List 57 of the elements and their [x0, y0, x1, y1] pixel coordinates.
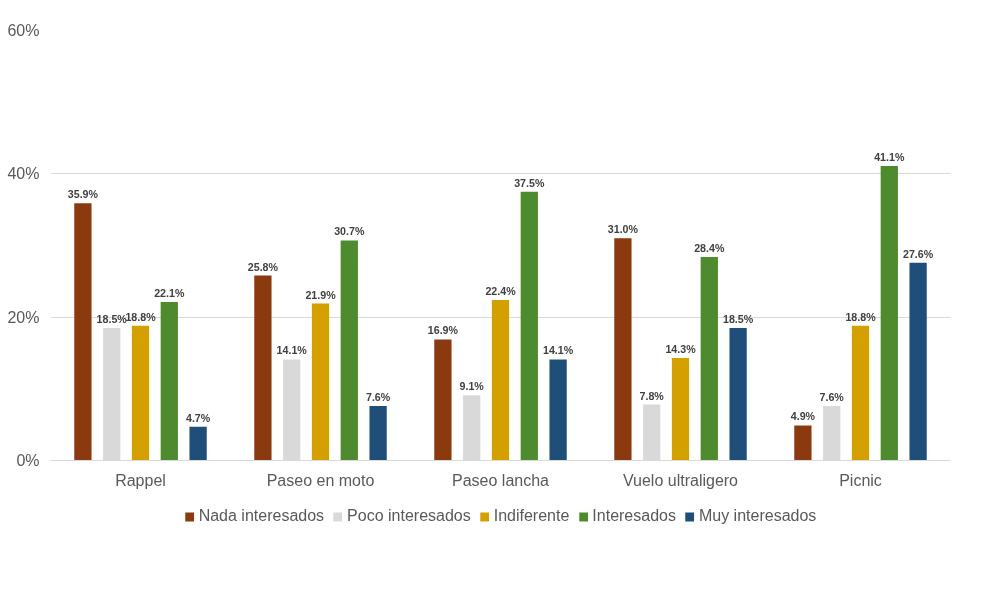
data-label: 18.5%: [722, 312, 754, 325]
bar: [131, 325, 150, 461]
bar: [794, 425, 812, 461]
y-tick-label: 20%: [7, 308, 40, 326]
data-label: 22.1%: [154, 287, 185, 300]
data-label: 35.9%: [67, 188, 99, 201]
data-label: 37.5%: [514, 176, 545, 189]
bar: [549, 359, 567, 461]
bar: [311, 303, 330, 461]
legend-label: Poco interesados: [347, 507, 471, 525]
bar: [434, 339, 452, 461]
bar: [700, 256, 718, 461]
y-tick-label: 60%: [7, 22, 40, 39]
bar: [254, 275, 272, 461]
x-tick-label: Paseo lancha: [452, 471, 550, 489]
bar: [160, 302, 178, 461]
bar: [909, 262, 927, 461]
data-label: 14.3%: [665, 343, 697, 356]
data-label: 7.6%: [365, 391, 391, 404]
data-label: 30.7%: [334, 225, 365, 238]
legend-label: Interesados: [592, 507, 676, 525]
data-label: 22.4%: [485, 284, 517, 297]
bar: [340, 240, 358, 461]
bar: [189, 426, 207, 461]
data-label: 28.4%: [694, 241, 725, 254]
legend-label: Nada interesados: [198, 507, 325, 525]
data-label: 18.8%: [845, 310, 877, 323]
data-label: 25.8%: [247, 260, 279, 273]
data-label: 14.1%: [542, 344, 574, 357]
x-tick-label: Paseo en moto: [266, 471, 375, 489]
data-label: 21.9%: [305, 288, 337, 301]
bar: [614, 238, 632, 461]
x-tick-label: Vuelo ultraligero: [622, 471, 739, 489]
data-label: 7.8%: [639, 389, 665, 402]
bar: [520, 191, 538, 461]
data-label: 16.9%: [427, 324, 459, 337]
data-label: 14.1%: [276, 344, 308, 357]
y-tick-label: 40%: [7, 165, 40, 183]
data-label: 9.1%: [459, 380, 485, 393]
data-label: 41.1%: [874, 150, 905, 163]
data-label: 4.7%: [185, 411, 211, 424]
data-label: 4.9%: [790, 410, 816, 423]
x-tick-label: Rappel: [115, 471, 166, 489]
bar: [369, 406, 387, 461]
data-label: 27.6%: [902, 247, 934, 260]
data-label: 31.0%: [607, 223, 639, 236]
bar: [491, 299, 510, 461]
data-label: 7.6%: [819, 391, 845, 404]
legend-label: Indiferente: [493, 507, 570, 525]
legend-label: Muy interesados: [698, 507, 817, 525]
bar: [851, 325, 870, 461]
bar: [74, 203, 92, 461]
y-tick-label: 0%: [16, 452, 40, 469]
x-tick-label: Picnic: [839, 471, 882, 489]
bar: [671, 358, 690, 461]
bar: [880, 165, 898, 461]
bar: [729, 327, 747, 461]
